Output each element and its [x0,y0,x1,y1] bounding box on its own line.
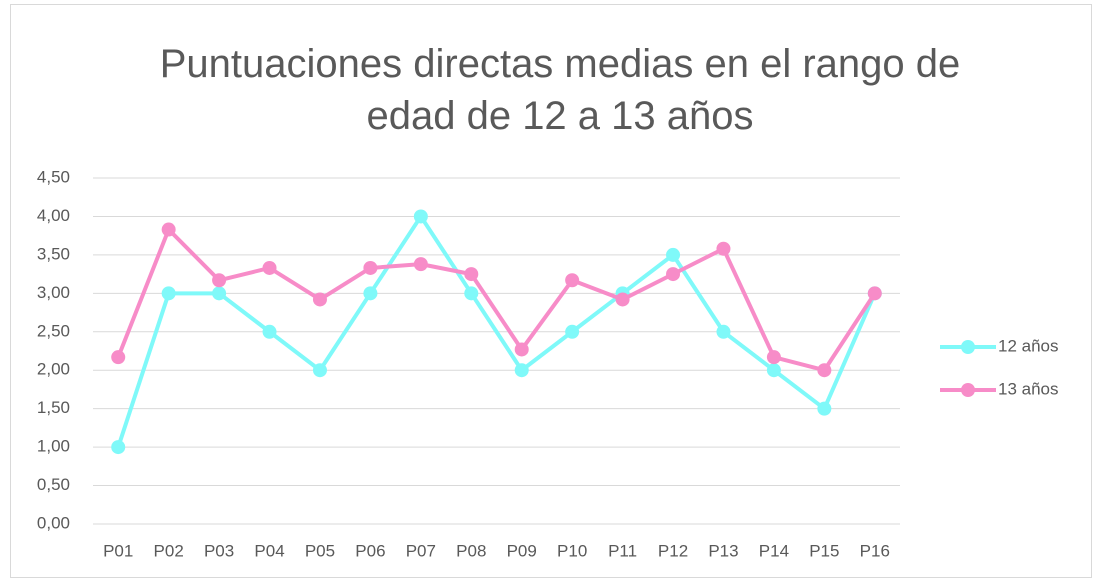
data-point [262,324,277,339]
data-point [312,363,327,378]
x-tick-label: P15 [809,541,839,560]
data-point [111,440,126,455]
chart-title: Puntuaciones directas medias en el rango… [159,42,961,138]
data-point [212,273,227,288]
data-point [666,267,681,282]
data-point [766,350,781,365]
x-tick-label: P07 [406,541,436,560]
y-tick-label: 4,50 [37,167,70,186]
data-point [262,260,277,275]
legend-label: 12 años [998,336,1059,355]
data-point [817,401,832,416]
data-point [716,241,731,256]
data-point [413,209,428,224]
data-point [666,247,681,262]
data-point [514,363,529,378]
x-tick-label: P13 [708,541,738,560]
data-point [766,363,781,378]
y-tick-label: 2,50 [37,321,70,340]
y-tick-label: 3,00 [37,283,70,302]
x-tick-label: P14 [759,541,789,560]
y-tick-label: 4,00 [37,206,70,225]
legend-marker [961,383,975,397]
y-tick-label: 3,50 [37,244,70,263]
x-tick-label: P08 [456,541,486,560]
series-line [116,214,877,448]
legend-label: 13 años [998,379,1059,398]
y-tick-label: 0,50 [37,475,70,494]
y-tick-label: 1,50 [37,398,70,417]
data-point [514,342,529,357]
x-tick-label: P01 [103,541,133,560]
data-point [161,222,176,237]
data-point [565,324,580,339]
x-tick-label: P05 [305,541,335,560]
data-point [615,292,630,307]
chart-frame [10,4,1092,578]
data-point [464,286,479,301]
data-point [817,363,832,378]
y-tick-label: 1,00 [37,437,70,456]
x-tick-label: P16 [860,541,890,560]
x-tick-label: P11 [608,541,637,560]
x-tick-label: P10 [557,541,587,560]
data-point [565,273,580,288]
series-line [116,227,877,373]
data-point [161,286,176,301]
x-tick-label: P06 [355,541,385,560]
x-tick-label: P02 [154,541,184,560]
x-tick-label: P03 [204,541,234,560]
data-point [312,292,327,307]
data-point [111,350,126,365]
legend-marker [961,340,975,354]
data-point [363,286,378,301]
data-point [716,324,731,339]
x-tick-label: P09 [507,541,537,560]
data-point [867,286,882,301]
data-point [363,260,378,275]
x-tick-label: P04 [254,541,284,560]
data-point [212,286,227,301]
x-tick-label: P12 [658,541,688,560]
y-tick-label: 0,00 [37,513,70,532]
data-point [413,257,428,272]
data-point [464,267,479,282]
y-tick-label: 2,00 [37,360,70,379]
